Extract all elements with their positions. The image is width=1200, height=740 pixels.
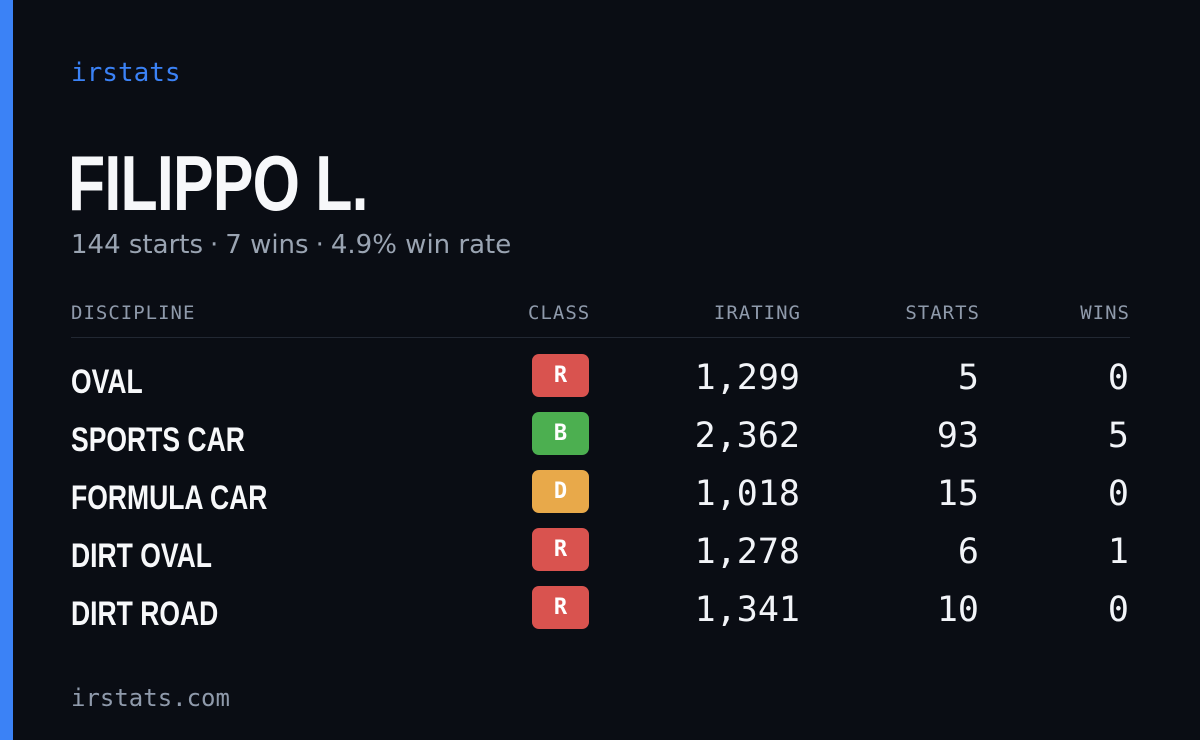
wins-value: 5: [1107, 416, 1129, 456]
irating-value: 1,278: [694, 532, 800, 572]
summary-separator: ·: [210, 230, 219, 260]
header-class: CLASS: [528, 302, 591, 324]
license-class-badge: R: [532, 354, 589, 397]
header-irating: IRATING: [713, 302, 801, 324]
irating-value: 1,341: [694, 590, 800, 630]
table-row: FORMULA CAR D 1,018 15 0: [71, 470, 1130, 528]
discipline-table: DISCIPLINE CLASS IRATING STARTS WINS OVA…: [71, 300, 1130, 644]
license-class-badge: R: [532, 528, 589, 571]
table-body: OVAL R 1,299 5 0 SPORTS CAR B 2,362 93 5…: [71, 354, 1130, 644]
table-row: DIRT OVAL R 1,278 6 1: [71, 528, 1130, 586]
footer-url: irstats.com: [71, 684, 230, 712]
starts-value: 5: [957, 358, 979, 398]
starts-value: 10: [936, 590, 979, 630]
header-wins: WINS: [1080, 302, 1130, 324]
irating-value: 1,018: [694, 474, 800, 514]
discipline-name: SPORTS CAR: [71, 421, 245, 459]
win-rate-summary: 4.9% win rate: [330, 230, 512, 260]
starts-value: 6: [957, 532, 979, 572]
wins-value: 0: [1107, 474, 1129, 514]
table-row: SPORTS CAR B 2,362 93 5: [71, 412, 1130, 470]
table-row: DIRT ROAD R 1,341 10 0: [71, 586, 1130, 644]
wins-value: 1: [1107, 532, 1129, 572]
irating-value: 1,299: [694, 358, 800, 398]
discipline-name: FORMULA CAR: [71, 479, 268, 517]
license-class-badge: B: [532, 412, 589, 455]
license-class-badge: D: [532, 470, 589, 513]
discipline-name: DIRT ROAD: [71, 595, 219, 633]
table-row: OVAL R 1,299 5 0: [71, 354, 1130, 412]
starts-value: 15: [936, 474, 979, 514]
summary-separator: ·: [315, 230, 324, 260]
driver-summary: 144 starts · 7 wins · 4.9% win rate: [71, 228, 511, 262]
starts-value: 93: [936, 416, 979, 456]
driver-name: FILIPPO L.: [68, 139, 369, 227]
wins-value: 0: [1107, 358, 1129, 398]
brand-logo-text: irstats: [71, 58, 181, 88]
accent-bar: [0, 0, 13, 740]
wins-summary: 7 wins: [225, 230, 309, 260]
discipline-name: OVAL: [71, 363, 143, 401]
wins-value: 0: [1107, 590, 1129, 630]
table-header: DISCIPLINE CLASS IRATING STARTS WINS: [71, 300, 1130, 338]
irating-value: 2,362: [694, 416, 800, 456]
license-class-badge: R: [532, 586, 589, 629]
header-discipline: DISCIPLINE: [71, 302, 196, 324]
discipline-name: DIRT OVAL: [71, 537, 212, 575]
starts-summary: 144 starts: [71, 230, 203, 260]
header-starts: STARTS: [905, 302, 980, 324]
